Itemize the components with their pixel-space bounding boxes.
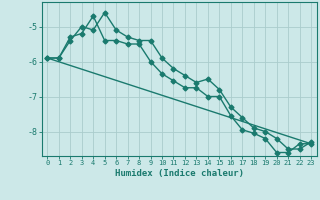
X-axis label: Humidex (Indice chaleur): Humidex (Indice chaleur) — [115, 169, 244, 178]
